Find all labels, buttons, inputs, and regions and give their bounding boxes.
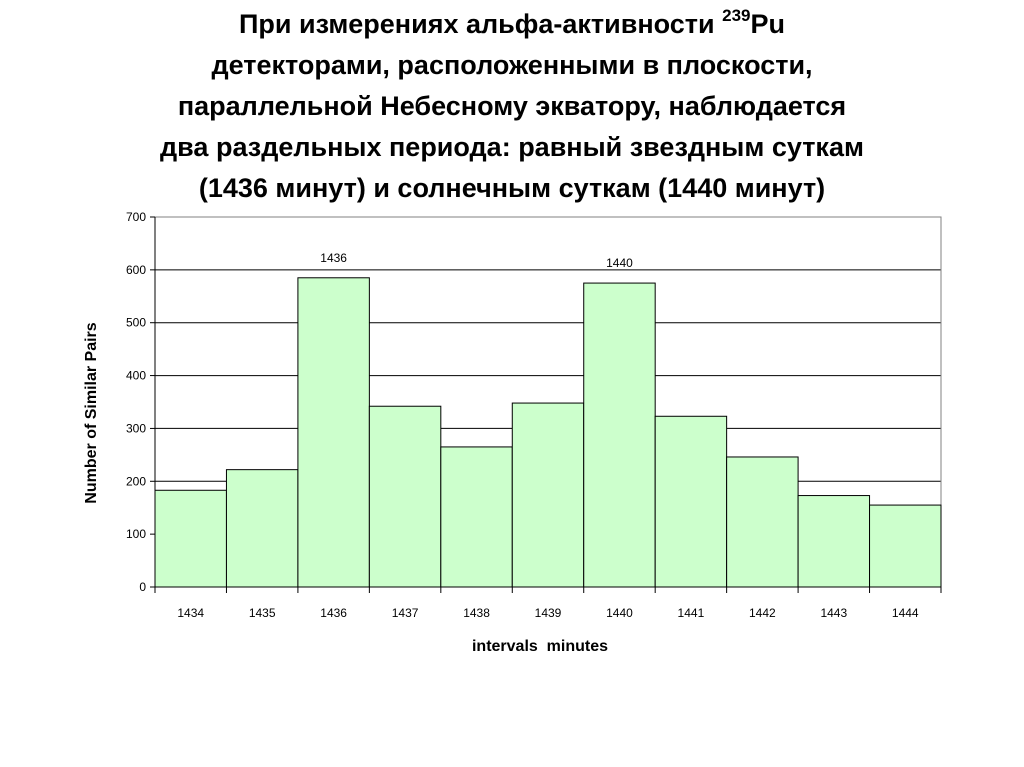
y-tick-label: 0 — [139, 580, 146, 594]
bars — [154, 277, 942, 588]
y-tick-label: 300 — [126, 421, 146, 435]
bar-annotation-1436: 1436 — [320, 251, 347, 265]
x-tick-label: 1439 — [535, 606, 562, 620]
x-tick-label: 1441 — [678, 606, 705, 620]
x-tick-label: 1443 — [820, 606, 847, 620]
y-tick-label: 200 — [126, 474, 146, 488]
isotope-mass-number: 239 — [722, 6, 751, 25]
bar-1439 — [511, 402, 585, 588]
bar-1436 — [297, 277, 370, 588]
y-tick-label: 600 — [126, 263, 146, 277]
x-tick-label: 1444 — [892, 606, 919, 620]
bar-1444 — [869, 504, 942, 588]
y-axis-ticks: 0 100 200 300 400 500 600 700 — [126, 210, 155, 594]
x-tick-label: 1440 — [606, 606, 633, 620]
bar-1437 — [368, 405, 442, 588]
title-line-2: детекторами, расположенными в плоскости, — [211, 50, 813, 80]
x-tick-label: 1438 — [463, 606, 490, 620]
bar-annotations: 1436 1440 — [320, 251, 633, 270]
y-tick-label: 100 — [126, 527, 146, 541]
x-tick-label: 1437 — [392, 606, 419, 620]
x-axis-title: intervals minutes — [472, 638, 608, 655]
title-line-3: параллельной Небесному экватору, наблюда… — [177, 91, 847, 121]
x-axis-ticks: 1434 1435 1436 1437 1438 1439 1440 1441 1442 1443… — [154, 587, 942, 620]
y-tick-label: 700 — [126, 210, 146, 224]
x-tick-label: 1434 — [177, 606, 204, 620]
bar-1441 — [654, 415, 728, 588]
x-tick-label: 1436 — [320, 606, 347, 620]
y-axis-title: Number of Similar Pairs — [83, 322, 100, 503]
bar-1435 — [225, 469, 299, 588]
title-line-1-text: При измерениях альфа-активности — [238, 9, 723, 39]
title-line-5: (1436 минут) и солнечным суткам (1440 ми… — [198, 173, 826, 203]
x-tick-label: 1435 — [249, 606, 276, 620]
bar-1438 — [440, 446, 513, 588]
slide-title: При измерениях альфа-активности 239Pu де… — [0, 4, 1024, 209]
bar-1443 — [797, 495, 871, 588]
bar-1434 — [154, 489, 227, 588]
title-line-4: два раздельных периода: равный звездным … — [160, 132, 864, 162]
title-line-1: При измерениях альфа-активности 239Pu — [0, 4, 1024, 45]
bar-1440 — [583, 282, 656, 588]
bar-annotation-1440: 1440 — [606, 256, 633, 270]
bar-1442 — [726, 456, 799, 588]
x-tick-label: 1442 — [749, 606, 776, 620]
y-tick-label: 400 — [126, 369, 146, 383]
isotope-element: Pu — [750, 9, 786, 39]
y-tick-label: 500 — [126, 316, 146, 330]
